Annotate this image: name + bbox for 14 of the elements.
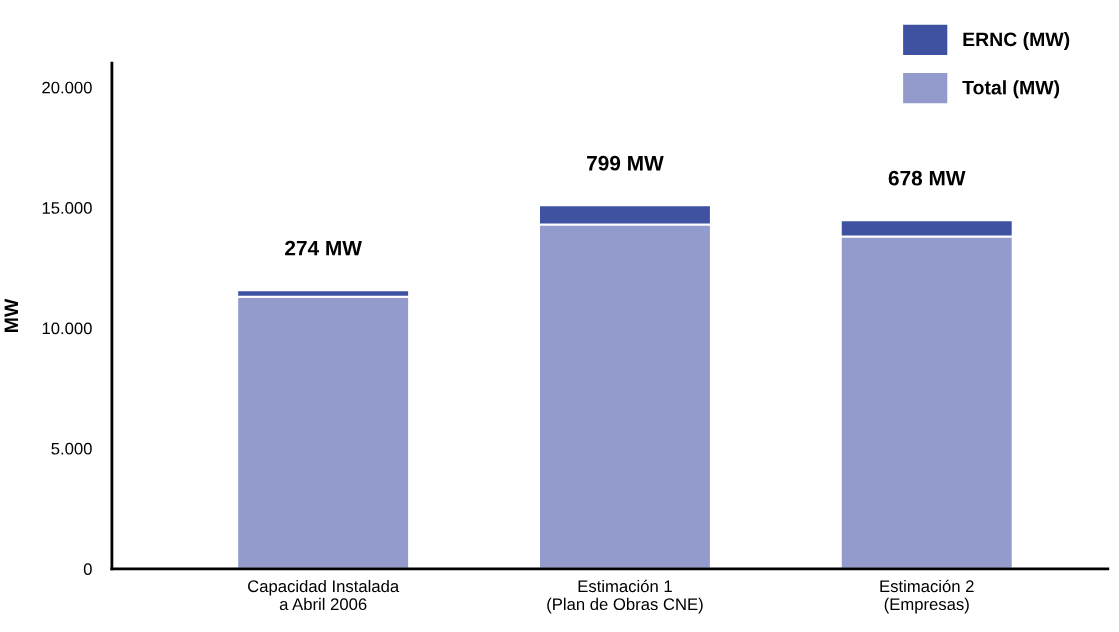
y-tick-label: 20.000 xyxy=(42,81,92,94)
y-tick-label: 10.000 xyxy=(42,322,92,335)
y-tick-label: 15.000 xyxy=(42,202,92,214)
x-tick-label: Estimación 1 (Plan de Obras CNE) xyxy=(547,579,703,614)
y-axis-title: MW xyxy=(4,298,19,332)
y-tick-label: 0 xyxy=(83,563,92,575)
data-label: 799 MW xyxy=(587,155,664,171)
legend-label: ERNC (MW) xyxy=(963,31,1070,51)
y-tick-label: 5.000 xyxy=(51,442,92,455)
legend-label: Total (MW) xyxy=(962,80,1060,99)
data-label: 274 MW xyxy=(285,240,362,256)
data-label: 678 MW xyxy=(888,170,966,186)
x-tick-label: Estimación 2 (Empresas) xyxy=(880,579,974,614)
x-tick-label: Capacidad Instalada a Abril 2006 xyxy=(248,579,400,611)
